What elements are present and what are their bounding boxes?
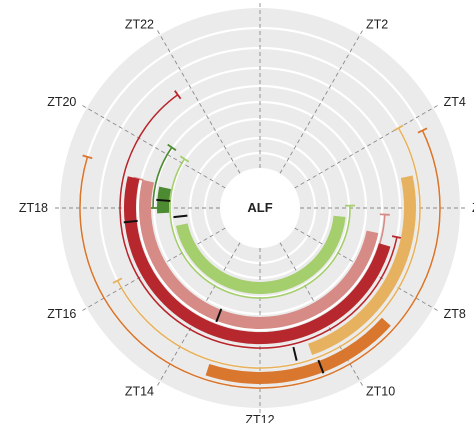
- time-label-zt10: ZT10: [366, 385, 395, 399]
- time-label-zt18: ZT18: [19, 201, 48, 215]
- grey-ring-background: [60, 8, 460, 408]
- chart-labels: ZT0 ZT2 ZT4 ZT6 ZT8 ZT10 ZT12 ZT14 ZT16 ZT18 ZT20 Z…: [19, 0, 474, 423]
- series-1-whisker: [169, 158, 351, 299]
- series-5-bar: [308, 175, 416, 356]
- chart-background: [60, 8, 460, 408]
- series-6-whisker-cap-1: [417, 127, 428, 134]
- series-4-peak-tick: [123, 219, 138, 224]
- series-1-bar: [175, 215, 346, 294]
- series-2-peak-tick: [156, 198, 171, 202]
- time-label-zt22: ZT22: [125, 17, 154, 31]
- series-5-whisker-cap-1: [393, 124, 404, 132]
- series-3-whisker-cap-1: [379, 213, 390, 216]
- series-5-whisker: [116, 127, 421, 369]
- series-3-peak-tick: [215, 308, 223, 323]
- series-4-bar: [124, 176, 391, 345]
- time-label-zt2: ZT2: [366, 17, 388, 31]
- chart-series: [79, 90, 441, 389]
- time-label-zt20: ZT20: [47, 95, 76, 109]
- series-5: [112, 124, 421, 369]
- grid-ring-5: [136, 84, 384, 332]
- series-1-peak-tick: [173, 214, 188, 219]
- time-label-zt0: ZT0: [249, 0, 271, 3]
- time-label-zt8: ZT8: [444, 307, 466, 321]
- series-1: [169, 155, 355, 299]
- series-5-whisker-cap-2: [112, 277, 123, 284]
- time-label-zt6: ZT6: [472, 201, 474, 215]
- series-2-whisker-cap-2: [167, 143, 177, 151]
- series-6-bar: [205, 317, 391, 384]
- series-3-bar: [139, 179, 379, 329]
- time-label-zt4: ZT4: [444, 95, 466, 109]
- series-2-whisker: [152, 146, 173, 209]
- series-6-whisker-cap-2: [82, 154, 93, 160]
- series-6: [79, 127, 441, 389]
- series-4: [119, 90, 403, 349]
- series-6-peak-tick: [317, 359, 325, 374]
- series-4-whisker: [119, 94, 398, 349]
- time-label-zt16: ZT16: [47, 307, 76, 321]
- time-label-zt14: ZT14: [125, 385, 154, 399]
- center-label: ALF: [247, 200, 272, 215]
- series-6-whisker: [79, 130, 441, 389]
- series-5-peak-tick: [292, 346, 298, 361]
- series-4-whisker-cap-1: [391, 235, 403, 240]
- series-4-whisker-cap-2: [174, 90, 182, 100]
- time-label-zt12: ZT12: [245, 413, 274, 423]
- series-3-whisker-cap-2: [133, 176, 144, 181]
- series-1-whisker-cap-2: [179, 155, 190, 163]
